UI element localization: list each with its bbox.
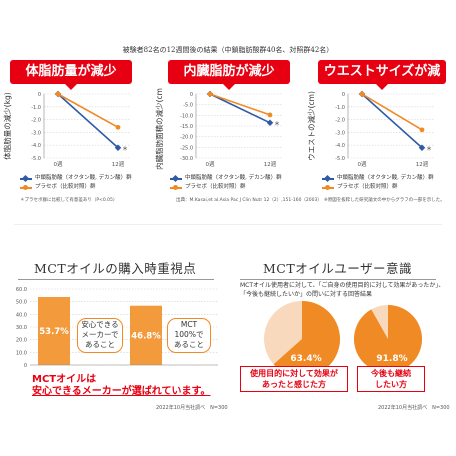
x-tick-label: 12週 — [416, 160, 429, 168]
y-tick-label: 10.0 — [16, 350, 27, 356]
series-line-placebo — [57, 93, 119, 128]
bar — [130, 305, 162, 365]
badge-waist: ウエストサイズが減少 — [318, 60, 446, 103]
x-tick-label: 0週 — [54, 160, 63, 168]
line-chart-body-fat: 体脂肪量の減少(kg) 0 -1.0 -2.0 -3.0 -4.0 -5.0 0週 12週 ＊ — [2, 90, 130, 168]
significance-note: ＊プラセボ群に比較して有意差あり（P<0.05） — [20, 198, 118, 203]
pie-slice-main — [273, 301, 340, 377]
x-tick-label: 0週 — [206, 160, 215, 168]
bar-value-label: 46.8% — [131, 331, 161, 341]
data-point-placebo — [359, 91, 365, 97]
x-tick-label: 12週 — [264, 160, 277, 168]
y-tick-label: -4.0 — [31, 143, 41, 149]
y-tick-label: -3.0 — [31, 130, 41, 136]
pie-slice-main — [354, 305, 422, 373]
y-tick-label: -5.0 — [183, 103, 193, 109]
series-line-mct — [209, 93, 271, 124]
y-tick-label: -5.0 — [31, 156, 41, 162]
y-tick-label: -3.0 — [335, 130, 345, 136]
significance-mark: ＊ — [426, 146, 432, 153]
purchase-caption-line1: MCTオイルは — [32, 374, 97, 385]
y-tick-label: -1.0 — [335, 105, 345, 111]
y-tick-label: -30.0 — [180, 156, 193, 162]
awareness-title: MCTオイルユーザー意識 — [263, 261, 412, 276]
y-tick-label: -25.0 — [180, 145, 193, 151]
awareness-source: 2022年10月当社調べ N=300 — [378, 405, 450, 411]
y-tick-label: -2.0 — [335, 118, 345, 124]
data-point-placebo — [55, 91, 61, 97]
data-point-placebo — [419, 127, 425, 133]
y-tick-label: 0 — [190, 92, 193, 98]
bar — [38, 296, 70, 365]
series-line-mct — [361, 93, 423, 149]
y-tick-label: -1.0 — [31, 105, 41, 111]
badge-body-fat: 体脂肪量が減少 — [10, 60, 132, 90]
purchase-caption-line2: 安心できるメーカーが選ばれています。 — [32, 386, 211, 397]
y-tick-label: -4.0 — [335, 143, 345, 149]
y-tick-label: -20.0 — [180, 135, 193, 141]
bar-chart-purchase: 60.0 50.0 40.0 30.0 20.0 10.0 0 53.7% 46.8% — [16, 287, 218, 369]
y-tick-label: -10.0 — [180, 113, 193, 119]
purchase-source: 2022年10月当社調べ N=300 — [156, 405, 228, 411]
data-point-placebo — [267, 112, 273, 118]
pie-value-label: 91.8% — [376, 354, 407, 364]
survey-question-1: MCTオイル使用者に対して、「ご自身の使用目的に対して効果があったか」、 — [240, 282, 445, 289]
data-point-placebo — [207, 91, 213, 97]
study-note: 被験者82名の12週間後の結果（中鎖脂肪酸群40名、対照群42名） — [122, 46, 334, 54]
y-tick-label: 50.0 — [16, 300, 27, 306]
box-effect: 使用目的に対して効果が あったと感じた方 — [240, 366, 348, 392]
badge-visceral-fat: 内臓脂肪が減少 — [168, 60, 290, 90]
data-point-mct — [418, 144, 426, 152]
bar-value-label: 53.7% — [39, 327, 69, 337]
section-divider — [14, 224, 442, 225]
y-tick-label: 20.0 — [16, 338, 27, 344]
y-tick-label: 0 — [24, 363, 27, 369]
box-continue: 今後も継続 したい方 — [357, 366, 425, 392]
data-point-placebo — [115, 124, 121, 130]
y-tick-label: 30.0 — [16, 325, 27, 331]
awareness-title-rule — [240, 279, 436, 280]
figure-note: ※原図を抜粋した研究論文の中からグラフの一部を示した。 — [324, 198, 445, 203]
legend-1: 中鎖脂肪酸（オクタン酸, デカン酸）群 プラセボ（比較対照）群 — [20, 174, 132, 192]
y-axis-label: ウエストの減少(cm) — [306, 91, 316, 161]
survey-question-2: 「今後も継続したいか」の問いに対する回答結果 — [240, 291, 373, 298]
significance-mark: ＊ — [274, 121, 280, 128]
reference-note: 出典：M.Kasai,et al.Asia Pac J Clin Nutr 12… — [176, 198, 322, 203]
data-point-mct — [114, 144, 122, 152]
pie-chart-effect: 63.4% — [264, 301, 340, 377]
series-line-mct — [57, 93, 119, 149]
series-line-placebo — [361, 93, 423, 131]
y-tick-label: 40.0 — [16, 312, 27, 318]
y-tick-label: 0 — [38, 92, 41, 98]
y-tick-label: -15.0 — [180, 124, 193, 130]
purchase-title: MCTオイルの購入時重視点 — [34, 261, 197, 276]
purchase-title-rule — [18, 279, 214, 280]
line-chart-visceral-fat: 内臓脂肪面積の減少(cm²) 0 -5.0 -10.0 -15.0 -20.0 -25.0 -… — [154, 88, 282, 170]
legend-2: 中鎖脂肪酸（オクタン酸, デカン酸）群 プラセボ（比較対照）群 — [170, 174, 282, 192]
pie-value-label: 63.4% — [290, 354, 321, 364]
y-axis-label: 体脂肪量の減少(kg) — [2, 92, 12, 160]
bubble-mct-100: MCT 100%で あること — [167, 318, 211, 353]
y-tick-label: 0 — [342, 92, 345, 98]
x-tick-label: 0週 — [358, 160, 367, 168]
data-point-mct — [266, 119, 274, 127]
legend-3: 中鎖脂肪酸（オクタン酸, デカン酸）群 プラセボ（比較対照）群 — [322, 174, 434, 192]
pie-chart-continue: 91.8% — [354, 305, 422, 373]
series-line-placebo — [209, 93, 271, 116]
y-axis-label: 内臓脂肪面積の減少(cm²) — [154, 88, 164, 170]
y-tick-label: -5.0 — [335, 156, 345, 162]
x-tick-label: 12週 — [112, 160, 125, 168]
y-tick-label: 60.0 — [16, 287, 27, 293]
y-tick-label: -2.0 — [31, 118, 41, 124]
significance-mark: ＊ — [122, 146, 128, 153]
line-chart-waist: ウエストの減少(cm) 0 -1.0 -2.0 -3.0 -4.0 -5.0 0週 12週 ＊ — [306, 90, 434, 168]
bubble-reliable-maker: 安心できる メーカーで あること — [77, 318, 123, 353]
